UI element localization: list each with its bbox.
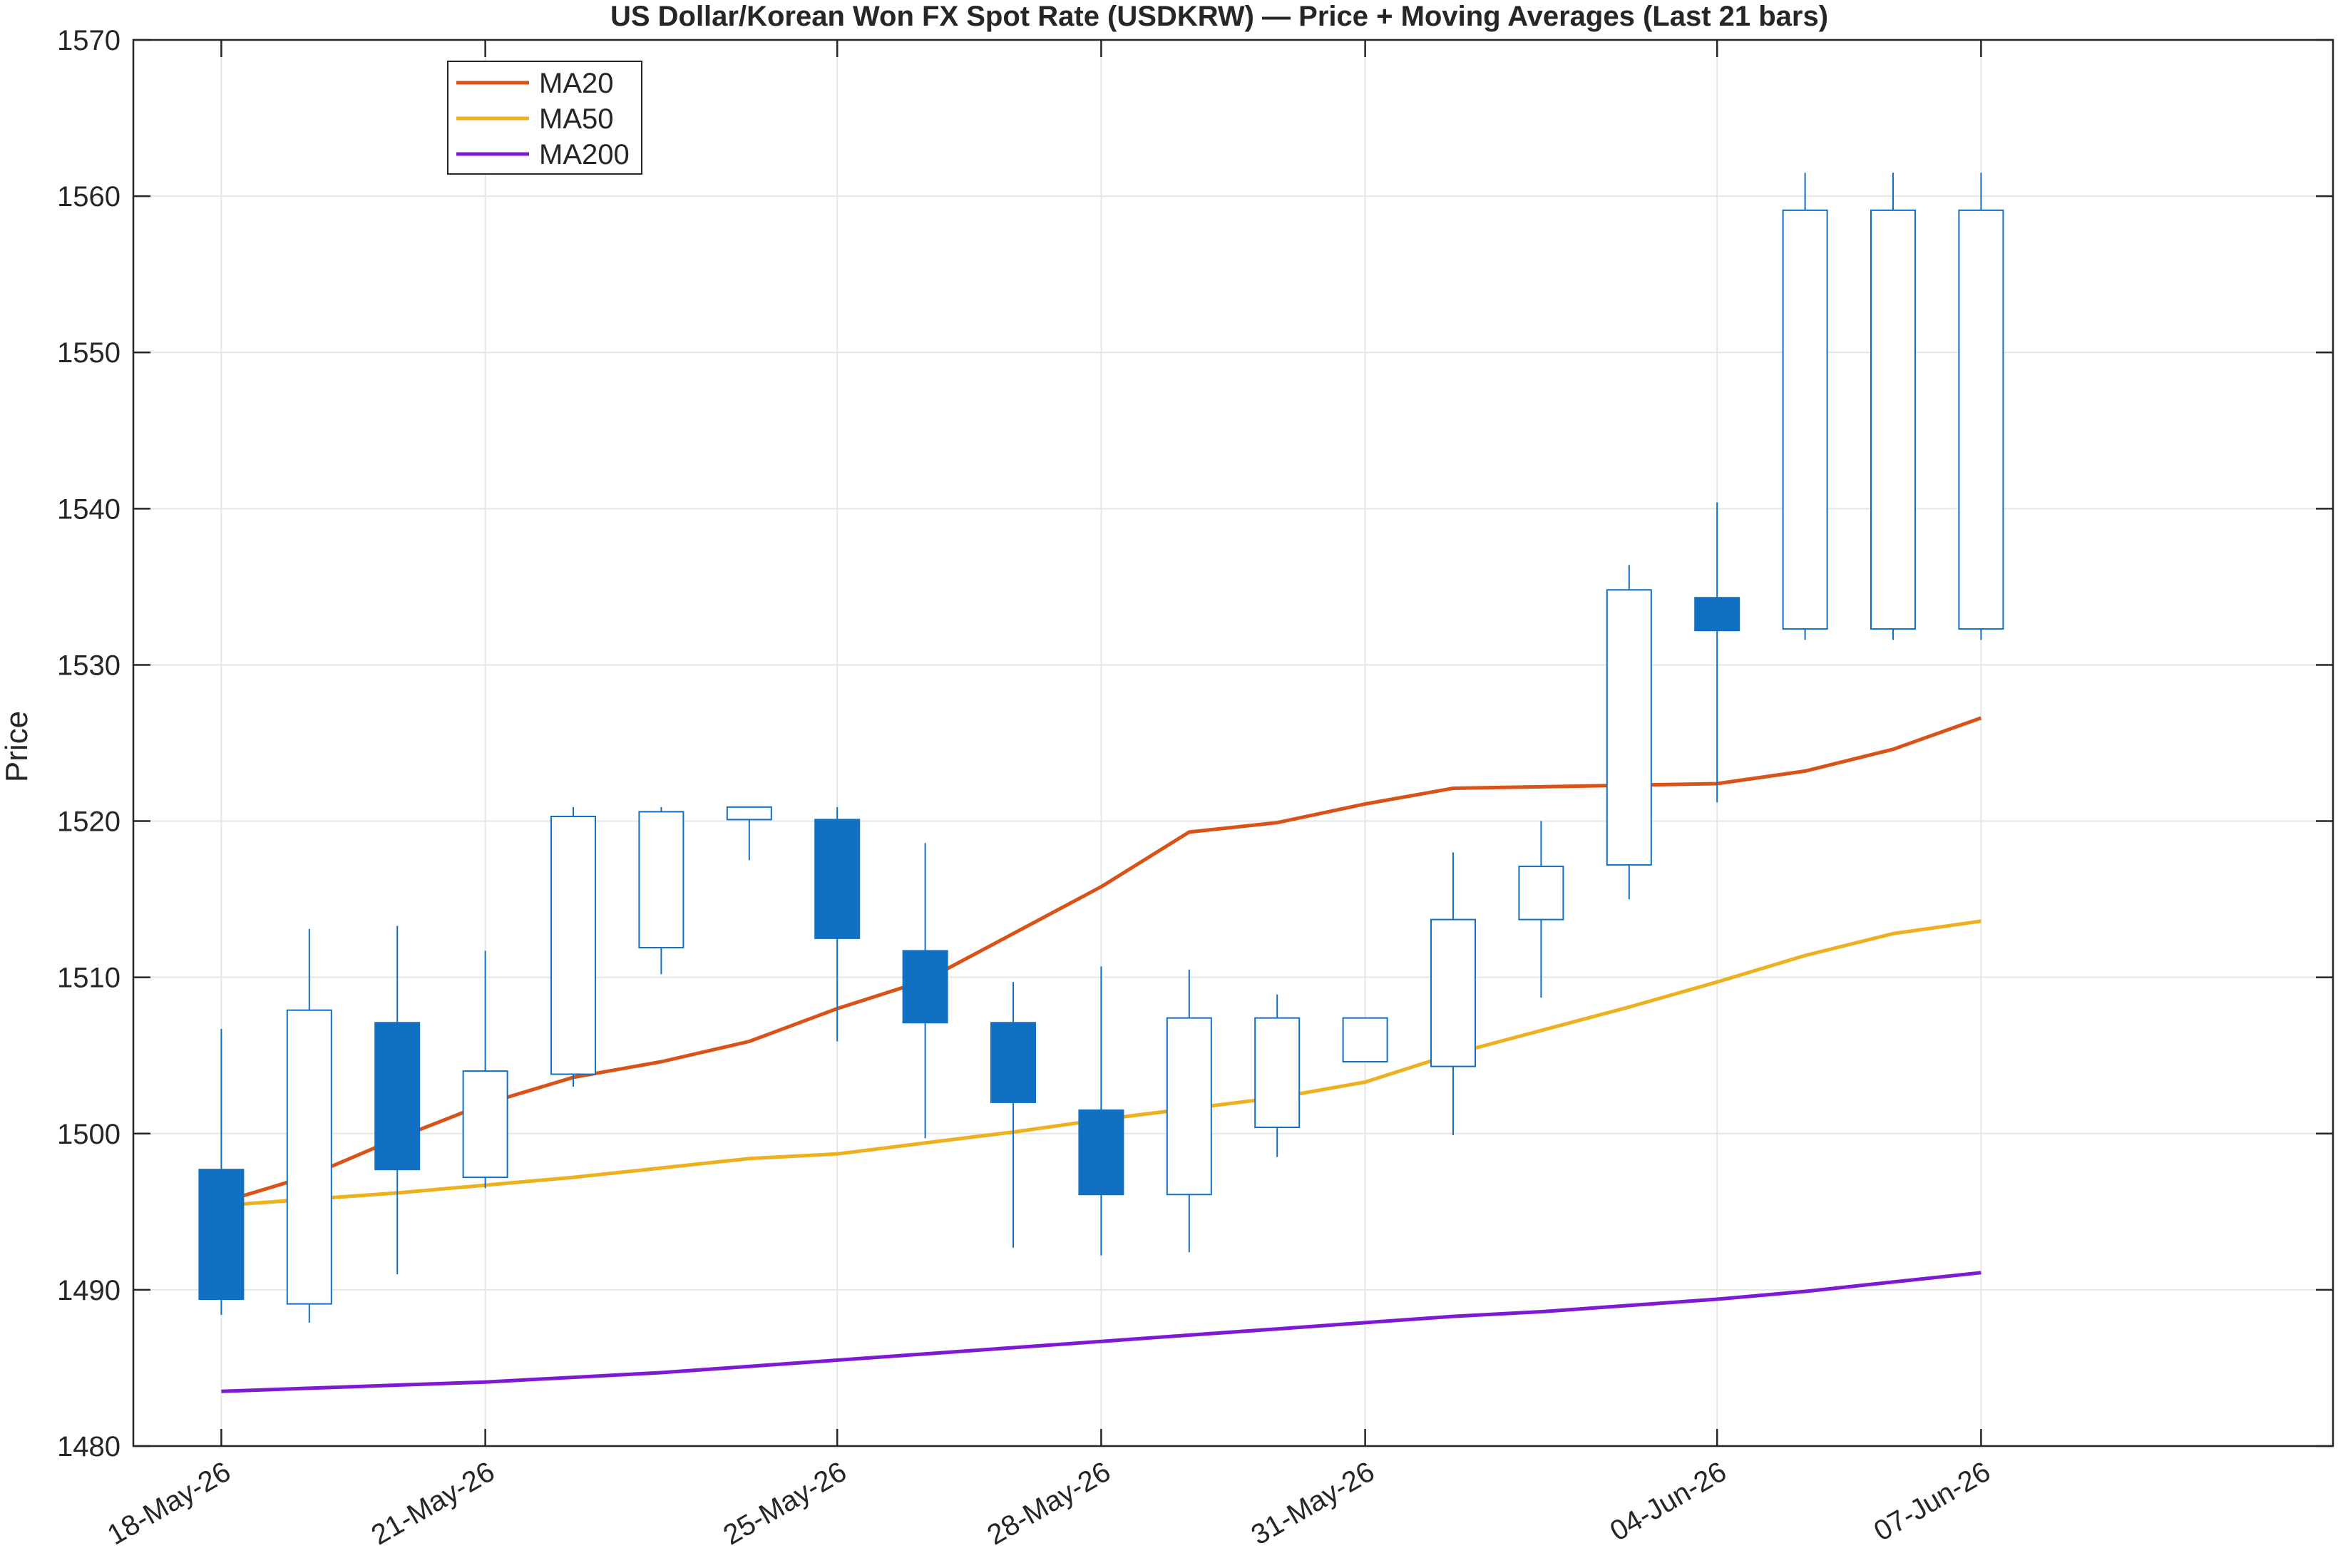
candle xyxy=(198,1028,245,1315)
candle-body-up xyxy=(726,806,772,821)
y-tick-label: 1570 xyxy=(57,25,121,56)
candle xyxy=(286,928,332,1323)
candle-body-up xyxy=(462,1070,508,1179)
series-line-ma20 xyxy=(220,716,1982,1204)
candle xyxy=(1606,565,1652,900)
candle-body-up xyxy=(1430,918,1476,1067)
candle-body-down xyxy=(902,950,948,1024)
candle xyxy=(990,982,1036,1248)
candle xyxy=(462,950,508,1189)
candle xyxy=(1430,852,1476,1135)
y-axis-label: Price xyxy=(0,711,34,782)
y-tick-label: 1490 xyxy=(57,1275,121,1306)
candle-body-up xyxy=(286,1009,332,1305)
candle-body-up xyxy=(550,815,596,1075)
legend: MA20 MA50 MA200 xyxy=(447,61,642,175)
y-tick-label: 1550 xyxy=(57,337,121,369)
legend-label: MA20 xyxy=(539,68,614,99)
candle xyxy=(814,806,861,1042)
candle-body-up xyxy=(1782,209,1828,630)
candle-body-down xyxy=(374,1022,421,1171)
y-axis-ticks: 1480 1490 1500 1510 1520 1530 1540 1550 1560 1570 xyxy=(57,25,2333,1462)
y-tick-label: 1530 xyxy=(57,650,121,681)
legend-label: MA50 xyxy=(539,103,614,135)
candle-body-up xyxy=(1342,1017,1388,1062)
y-tick-label: 1560 xyxy=(57,181,121,212)
candle-body-up xyxy=(1166,1017,1212,1196)
y-tick-label: 1540 xyxy=(57,493,121,525)
candle xyxy=(1870,173,1916,640)
candle-body-down xyxy=(1078,1109,1124,1196)
candle-body-down xyxy=(1694,597,1740,632)
y-tick-label: 1510 xyxy=(57,963,121,994)
plot-area-frame xyxy=(132,39,2334,1447)
candle xyxy=(1518,821,1564,998)
candle xyxy=(550,806,596,1087)
candle xyxy=(902,843,948,1139)
candle-body-up xyxy=(1958,209,2004,630)
candle xyxy=(1694,502,1740,803)
candle-body-down xyxy=(990,1022,1036,1103)
candle xyxy=(374,926,421,1274)
candle-body-down xyxy=(814,819,861,939)
candle-body-up xyxy=(1518,866,1564,921)
candle xyxy=(1342,1017,1388,1062)
candle-body-down xyxy=(198,1169,245,1301)
candle xyxy=(1254,994,1301,1157)
candle xyxy=(726,806,772,861)
y-tick-label: 1520 xyxy=(57,806,121,838)
candle xyxy=(1782,173,1828,640)
candles xyxy=(198,173,2004,1323)
candle xyxy=(1166,969,1212,1253)
legend-label: MA200 xyxy=(539,139,630,170)
candle xyxy=(1078,966,1124,1256)
series-line-ma200 xyxy=(221,1271,1981,1393)
candle-body-up xyxy=(1870,209,1916,630)
candle-body-up xyxy=(1254,1017,1301,1129)
chart-title: US Dollar/Korean Won FX Spot Rate (USDKR… xyxy=(610,1,1828,32)
candle xyxy=(1958,173,2004,640)
y-tick-label: 1480 xyxy=(57,1431,121,1462)
y-tick-label: 1500 xyxy=(57,1119,121,1150)
candle-body-up xyxy=(638,811,685,949)
candle xyxy=(638,806,685,975)
candle-body-up xyxy=(1606,589,1652,866)
